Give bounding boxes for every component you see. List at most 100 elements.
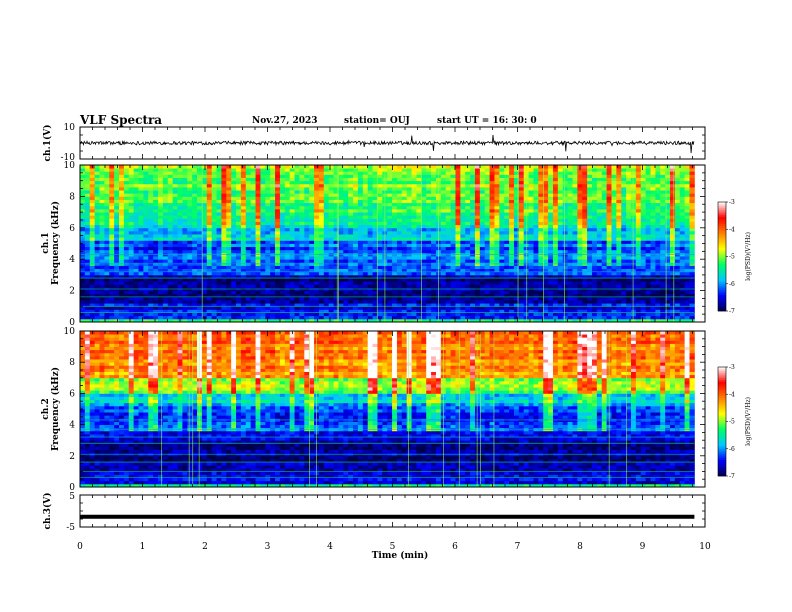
spectrogram-cell <box>362 300 369 304</box>
spectrogram-cell <box>562 212 568 216</box>
spectrogram-cell <box>450 227 456 232</box>
spectrogram-cell <box>421 271 427 276</box>
spectrogram-cell <box>387 230 393 235</box>
spectrogram-cell <box>318 300 325 304</box>
spectrogram-cell <box>533 259 539 263</box>
spectrogram-cell <box>616 234 622 238</box>
spectrogram-cell <box>543 215 549 219</box>
spectrogram-cell <box>465 246 471 251</box>
ch1-ytick-bottom: -10 <box>61 153 76 163</box>
spectrogram-cell <box>133 227 139 232</box>
spectrogram-cell <box>587 249 593 254</box>
spectrogram-cell <box>684 303 690 307</box>
spectrogram-cell <box>674 249 681 254</box>
spectrogram-cell <box>158 268 164 273</box>
spectrogram-cell <box>99 246 105 251</box>
spectrogram-cell <box>353 284 359 288</box>
spectrogram-cell <box>630 256 637 260</box>
spectrogram-cell <box>635 215 642 219</box>
spectrogram-cell <box>562 243 568 248</box>
spectrogram-cell <box>343 290 349 295</box>
spectrogram-cell <box>582 202 588 207</box>
spectrogram-cell <box>162 243 169 248</box>
spectrogram-cell <box>192 221 198 226</box>
spectrogram-cell <box>128 281 135 285</box>
spectrogram-cell <box>460 230 466 235</box>
spectrogram-cell <box>567 318 573 322</box>
spectrogram-cell <box>640 303 647 307</box>
spectrogram-cell <box>538 246 544 251</box>
spectrogram-cell <box>504 300 510 304</box>
spectrogram-cell <box>104 278 110 282</box>
spectrogram-cell <box>260 199 266 204</box>
spectrogram-cell <box>221 205 227 210</box>
spectrogram-cell <box>240 278 247 282</box>
spectrogram-cell <box>289 208 295 213</box>
spectrogram-cell <box>357 300 364 304</box>
spectrogram-cell <box>635 268 642 273</box>
spectrogram-blank <box>694 165 705 322</box>
spectrogram-cell <box>94 309 100 313</box>
spectrogram-cell <box>518 293 525 298</box>
spectrogram-cell <box>528 212 534 216</box>
spectrogram-cell <box>567 221 573 226</box>
spectrogram-cell <box>123 315 130 320</box>
spectrogram-cell <box>518 271 525 276</box>
spectrogram-cell <box>231 237 237 241</box>
spectrogram-cell <box>562 240 568 244</box>
spectrogram-cell <box>353 303 359 307</box>
spectrogram-cell <box>275 249 281 254</box>
spectrogram-cell <box>621 315 627 320</box>
spectrogram-cell <box>401 208 408 213</box>
spectrogram-cell <box>265 234 271 238</box>
spectrogram-cell <box>94 256 100 260</box>
spectrogram-cell <box>557 202 564 207</box>
spectrogram-cell <box>94 249 100 254</box>
spectrogram-cell <box>270 243 276 248</box>
spectrogram-cell <box>474 221 481 226</box>
spectrogram-cell <box>377 290 383 295</box>
spectrogram-cell <box>167 268 174 273</box>
spectrogram-cell <box>206 230 213 235</box>
spectrogram-cell <box>143 208 149 213</box>
spectrogram-cell <box>338 303 344 307</box>
spectrogram-cell <box>392 315 398 320</box>
spectrogram-cell <box>518 281 525 285</box>
spectrogram-cell <box>153 243 159 248</box>
spectrogram-cell <box>567 230 573 235</box>
spectrogram-cell <box>421 274 427 279</box>
spectrogram-cell <box>674 268 681 273</box>
spectrogram-cell <box>582 205 588 210</box>
spectrogram-cell <box>333 300 339 304</box>
spectrogram-cell <box>338 205 344 210</box>
spectrogram-cell <box>567 215 573 219</box>
spectrogram-cell <box>353 296 359 301</box>
spectrogram-cell <box>377 268 383 273</box>
spectrogram-cell <box>484 281 490 285</box>
spectrogram-cell <box>94 259 100 263</box>
spectrogram-cell <box>236 259 242 263</box>
spectrogram-cell <box>294 221 300 226</box>
spectrogram-cell <box>557 205 564 210</box>
spectrogram-cell <box>128 208 135 213</box>
spectrogram-cell <box>626 234 632 238</box>
spectrogram-cell <box>114 315 120 320</box>
spectrogram-cell <box>494 306 500 310</box>
spectrogram-cell <box>596 256 603 260</box>
spectrogram-cell <box>89 243 96 248</box>
spectrogram-cell <box>655 243 661 248</box>
spectrogram-cell <box>562 309 568 313</box>
spectrogram-cell <box>552 240 559 244</box>
spectrogram-cell <box>343 256 349 260</box>
spectrogram-cell <box>392 212 398 216</box>
spectrogram-cell <box>630 293 637 298</box>
spectrogram-cell <box>528 274 534 279</box>
spectrogram-cell <box>245 296 252 301</box>
spectrogram-cell <box>484 271 490 276</box>
spectrogram-cell <box>89 227 96 232</box>
spectrogram-cell <box>216 259 222 263</box>
spectrogram-cell <box>674 293 681 298</box>
spectrogram-cell <box>250 315 256 320</box>
spectrogram-cell <box>689 303 695 307</box>
spectrogram-cell <box>133 293 139 298</box>
